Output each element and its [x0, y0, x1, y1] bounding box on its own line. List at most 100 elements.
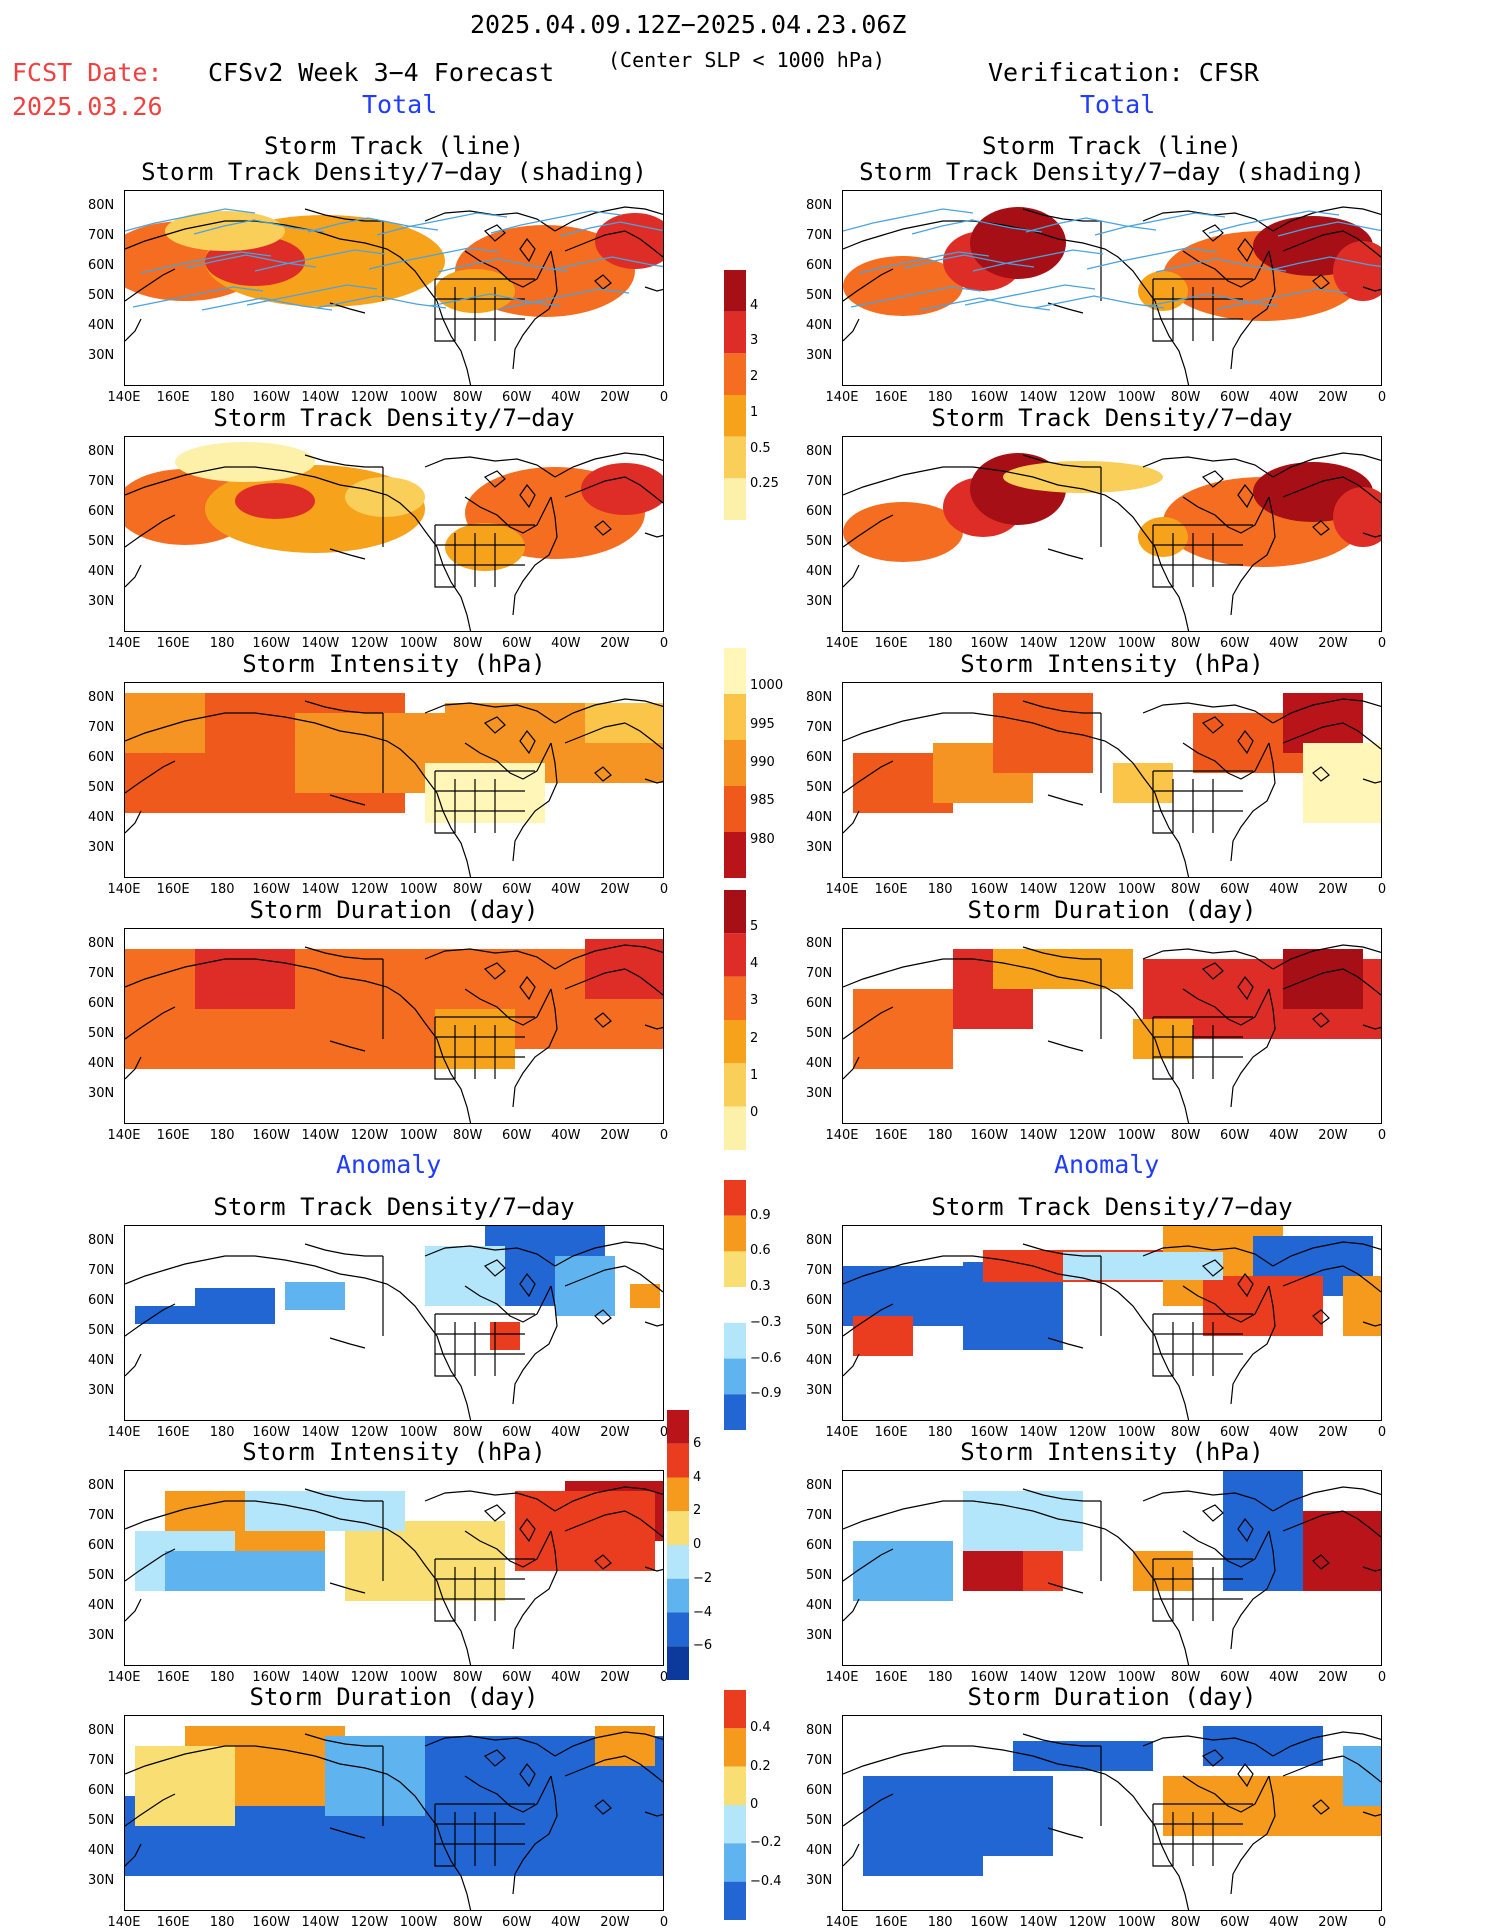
- storm-track-line: [850, 286, 982, 308]
- lat-tick-label: 40N: [806, 810, 833, 825]
- lon-tick-label: 60W: [1220, 882, 1250, 897]
- lon-tick-label: 0: [1377, 1128, 1387, 1143]
- coastline: [1142, 1735, 1274, 1757]
- coastline: [644, 1811, 663, 1817]
- coastline: [1182, 742, 1270, 780]
- coastline: [1047, 794, 1084, 806]
- total-label-right: Total: [1080, 90, 1156, 119]
- storm-track-line: [125, 208, 256, 232]
- coastline: [1312, 1012, 1330, 1028]
- coastline: [314, 230, 438, 302]
- lat-tick-label: 70N: [88, 1753, 115, 1768]
- coastline: [314, 476, 438, 548]
- lat-tick-label: 70N: [806, 966, 833, 981]
- coastline: [1154, 1335, 1190, 1420]
- lat-tick-label: 30N: [806, 594, 833, 609]
- coastline: [1032, 722, 1156, 794]
- shading-region: [195, 949, 295, 1009]
- lon-tick-label: 140E: [825, 390, 859, 405]
- shading-region: [1003, 461, 1163, 493]
- colorbar-swatch: [724, 786, 746, 832]
- lon-tick-label: 0: [659, 1128, 669, 1143]
- lon-tick-label: 160E: [874, 1128, 908, 1143]
- coastline: [1201, 224, 1224, 242]
- coastline: [624, 1265, 663, 1293]
- lon-tick-label: 160E: [156, 636, 190, 651]
- lon-tick-label: 20W: [1318, 390, 1348, 405]
- coastline: [1272, 944, 1381, 970]
- lon-tick-label: 20W: [600, 1425, 630, 1440]
- colorbar-label: 0.2: [750, 1758, 771, 1774]
- shading-region: [993, 949, 1133, 989]
- storm-track-line: [559, 221, 663, 237]
- coastline: [1182, 496, 1270, 534]
- coastline: [1237, 975, 1254, 1001]
- coastline: [1362, 778, 1381, 784]
- lon-tick-label: 60W: [1220, 1128, 1250, 1143]
- coastline: [1312, 1799, 1330, 1815]
- lon-tick-label: 0: [659, 1425, 669, 1440]
- lon-tick-label: 60W: [502, 1670, 532, 1685]
- storm-track-line: [307, 217, 439, 233]
- lon-tick-label: 180: [927, 1425, 953, 1440]
- coastline: [554, 698, 663, 724]
- lat-tick-label: 70N: [806, 474, 833, 489]
- colorbar-swatch: [724, 1358, 746, 1395]
- coastline: [436, 300, 472, 385]
- lon-tick-label: 20W: [600, 1670, 630, 1685]
- lon-tick-label: 160E: [156, 1425, 190, 1440]
- lat-tick-label: 50N: [806, 1323, 833, 1338]
- colorbar-swatch: [724, 1690, 746, 1729]
- lon-tick-label: 60W: [1220, 1425, 1250, 1440]
- storm-track-line: [140, 251, 272, 274]
- lon-tick-label: 40W: [551, 636, 581, 651]
- lon-tick-label: 120W: [1068, 1128, 1107, 1143]
- colorbar-label: −2: [693, 1570, 713, 1586]
- coastline: [1032, 1265, 1156, 1337]
- coastline: [1154, 1580, 1190, 1665]
- coastline: [843, 1353, 860, 1377]
- lat-tick-label: 80N: [806, 1478, 833, 1493]
- panel-title-track-line-right: Storm Track (line): [981, 132, 1243, 160]
- coastline: [1282, 230, 1344, 252]
- coastline: [436, 1580, 472, 1665]
- lat-tick-label: 30N: [88, 1086, 115, 1101]
- lon-tick-label: 140W: [1019, 1128, 1058, 1143]
- lat-tick-label: 80N: [806, 1723, 833, 1738]
- colorbar-label: 985: [750, 793, 775, 809]
- right-title: Verification: CFSR: [988, 58, 1259, 87]
- lon-tick-label: 40W: [551, 1915, 581, 1930]
- colorbar-swatch: [724, 436, 746, 479]
- lon-tick-label: 20W: [600, 1128, 630, 1143]
- coastline: [304, 454, 383, 468]
- lat-tick-label: 80N: [806, 198, 833, 213]
- lon-tick-label: 140W: [301, 1915, 340, 1930]
- coastline: [1362, 1811, 1381, 1817]
- lat-tick-label: 50N: [88, 1813, 115, 1828]
- lat-tick-label: 40N: [88, 318, 115, 333]
- lon-tick-label: 120W: [1068, 390, 1107, 405]
- lat-tick-label: 50N: [806, 534, 833, 549]
- coastline: [554, 452, 663, 478]
- lat-tick-label: 60N: [806, 996, 833, 1011]
- coastline: [1047, 1827, 1084, 1839]
- coastline: [624, 476, 663, 504]
- coastline: [1362, 1321, 1381, 1327]
- lon-tick-label: 60W: [1220, 1915, 1250, 1930]
- coastline: [464, 496, 552, 534]
- coastline: [1022, 454, 1101, 468]
- colorbar-swatch: [724, 311, 746, 354]
- coastline: [1342, 476, 1381, 504]
- colorbar-label: 5: [750, 919, 759, 935]
- shading-region: [843, 502, 963, 562]
- lon-tick-label: 100W: [399, 1915, 438, 1930]
- colorbar-swatch: [724, 890, 746, 934]
- coastline: [1201, 1504, 1224, 1522]
- lon-tick-label: 140W: [301, 1670, 340, 1685]
- coastline: [329, 302, 366, 314]
- lat-tick-label: 60N: [88, 750, 115, 765]
- lat-tick-label: 30N: [88, 1873, 115, 1888]
- lon-tick-label: 180: [927, 636, 953, 651]
- lat-tick-label: 40N: [88, 810, 115, 825]
- shading-region: [1133, 1551, 1193, 1591]
